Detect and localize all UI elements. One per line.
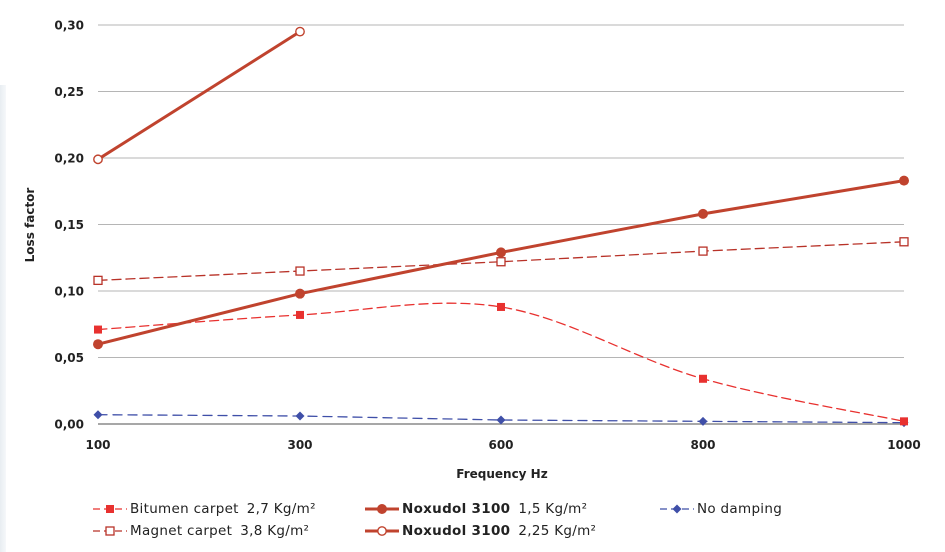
legend-marker — [377, 504, 387, 514]
grid-lines — [98, 24, 904, 425]
data-point — [295, 288, 305, 299]
data-point — [93, 275, 103, 286]
x-axis-title: Frequency Hz — [456, 467, 547, 481]
legend-item: Noxudol 3100 1,5 Kg/m² — [364, 498, 659, 520]
data-point — [295, 26, 305, 37]
legend-marker — [672, 504, 682, 514]
series-3 — [93, 26, 305, 165]
legend-swatch — [93, 526, 127, 536]
legend-detail: 2,7 Kg/m² — [246, 501, 316, 517]
series-1 — [93, 237, 909, 286]
data-point — [295, 411, 305, 421]
data-point — [496, 257, 506, 267]
y-tick-label: 0,25 — [54, 85, 84, 99]
series-4 — [93, 410, 909, 428]
legend-item: Bitumen carpet 2,7 Kg/m² — [92, 498, 364, 520]
x-axis-ticks: 100 300 600 800 1000 — [85, 438, 920, 452]
data-point — [699, 374, 707, 383]
data-point — [899, 175, 909, 186]
legend-label: Bitumen carpet — [130, 501, 239, 517]
legend-detail: 3,8 Kg/m² — [240, 523, 310, 539]
y-tick-label: 0,00 — [54, 418, 84, 432]
data-point — [296, 310, 304, 319]
data-point — [698, 246, 708, 256]
data-point — [295, 266, 305, 276]
y-tick-label: 0,05 — [54, 351, 84, 365]
legend-label: No damping — [697, 501, 783, 517]
legend-marker — [106, 505, 114, 513]
legend-swatch — [660, 504, 694, 514]
legend-label: Magnet carpet — [130, 523, 233, 539]
legend-swatch — [93, 505, 127, 513]
data-point — [94, 325, 102, 334]
x-tick-label: 100 — [85, 438, 110, 452]
legend-label: Noxudol 3100 — [402, 501, 511, 517]
legend-swatch — [365, 526, 399, 536]
x-tick-label: 300 — [287, 438, 312, 452]
legend-item: Noxudol 3100 2,25 Kg/m² — [364, 520, 659, 542]
legend-item: Magnet carpet 3,8 Kg/m² — [92, 520, 364, 542]
series-line — [97, 302, 905, 422]
data-point — [496, 415, 506, 425]
data-point — [93, 410, 103, 420]
data-point — [899, 237, 909, 247]
y-axis-title: Loss factor — [23, 188, 37, 263]
legend-detail: 2,25 Kg/m² — [518, 523, 597, 539]
data-point — [497, 302, 505, 311]
series-line — [97, 241, 905, 282]
left-edge-strip — [0, 85, 6, 552]
data-point — [93, 339, 103, 350]
legend-swatch — [365, 504, 399, 514]
series-line — [97, 414, 905, 424]
data-point — [698, 416, 708, 426]
data-point — [900, 417, 908, 426]
series-0 — [94, 302, 908, 426]
y-axis-ticks: 0,00 0,05 0,10 0,15 0,20 0,25 0,30 — [54, 19, 84, 432]
data-point — [698, 208, 708, 219]
x-tick-label: 600 — [488, 438, 513, 452]
series-lines — [93, 26, 909, 428]
series-line — [96, 30, 302, 161]
legend-label: Noxudol 3100 — [402, 523, 511, 539]
series-2 — [93, 175, 909, 350]
y-tick-label: 0,10 — [54, 285, 84, 299]
legend: Bitumen carpet 2,7 Kg/m² Noxudol 3100 1,5 K… — [92, 498, 852, 544]
x-tick-label: 800 — [690, 438, 715, 452]
legend-item: No damping — [659, 498, 839, 520]
data-point — [93, 154, 103, 165]
legend-marker — [377, 526, 387, 536]
legend-detail: 1,5 Kg/m² — [518, 501, 588, 517]
y-tick-label: 0,15 — [54, 218, 84, 232]
line-chart: 0,00 0,05 0,10 0,15 0,20 0,25 0,30 100 300 600 80… — [23, 19, 921, 482]
legend-marker — [105, 526, 115, 536]
y-tick-label: 0,30 — [54, 19, 84, 33]
data-point — [496, 247, 506, 258]
x-tick-label: 1000 — [887, 438, 920, 452]
y-tick-label: 0,20 — [54, 152, 84, 166]
